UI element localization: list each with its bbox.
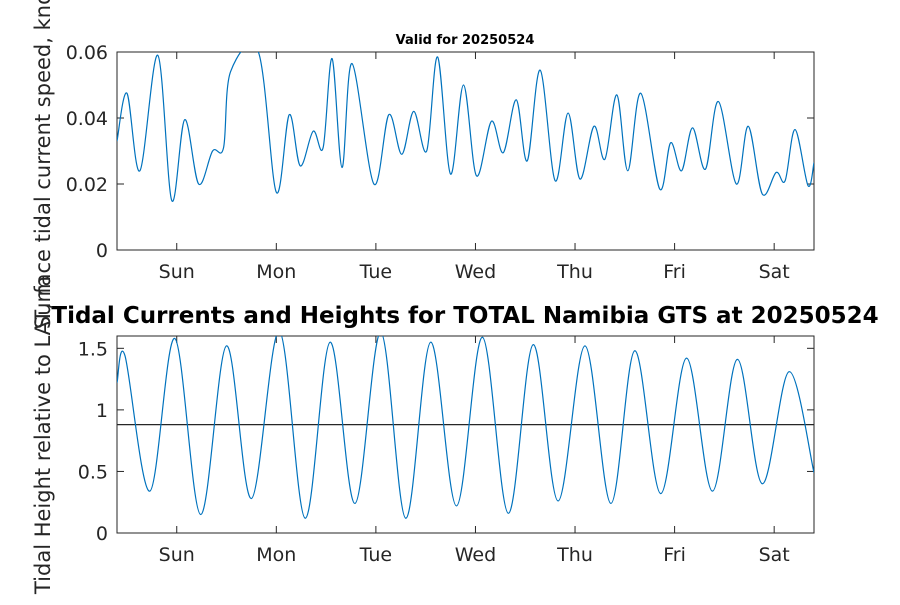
x-axis: Sun Mon Tue Wed Thu Fri Sat — [159, 52, 790, 283]
y-tick-label: 1.5 — [78, 338, 108, 360]
y-axis-label: Tidal Height relative to LAT, m — [31, 276, 55, 595]
y-tick-label: 0.5 — [78, 461, 108, 483]
x-tick-label: Thu — [556, 544, 593, 566]
x-tick-label: Sun — [159, 544, 195, 566]
y-axis: 0 0.5 1 1.5 — [78, 338, 814, 545]
x-tick-label: Tue — [359, 261, 392, 283]
x-tick-label: Wed — [455, 261, 496, 283]
x-tick-label: Thu — [556, 261, 593, 283]
x-tick-label: Sat — [759, 544, 790, 566]
series-group — [117, 336, 814, 519]
series-line — [117, 52, 814, 202]
plot-area — [116, 51, 815, 251]
y-axis-label: Surface tidal current speed, knots — [31, 0, 55, 329]
y-tick-label: 0.06 — [66, 42, 108, 64]
x-tick-label: Mon — [256, 544, 296, 566]
y-tick-label: 0 — [96, 523, 108, 545]
y-tick-label: 0 — [96, 240, 108, 262]
y-tick-label: 1 — [96, 400, 108, 422]
x-axis: Sun Mon Tue Wed Thu Fri Sat — [159, 336, 790, 566]
x-tick-label: Tue — [359, 544, 392, 566]
chart-title: Valid for 20250524 — [396, 33, 535, 48]
x-tick-label: Wed — [455, 544, 496, 566]
x-tick-label: Sun — [159, 261, 195, 283]
chart-title: Tidal Currents and Heights for TOTAL Nam… — [51, 303, 878, 329]
x-tick-label: Mon — [256, 261, 296, 283]
tidal-height-panel: Tidal Currents and Heights for TOTAL Nam… — [31, 276, 879, 595]
current-speed-panel: Valid for 20250524 Surface tidal current… — [31, 0, 815, 329]
series-line — [117, 336, 814, 519]
x-tick-label: Fri — [663, 261, 686, 283]
y-tick-label: 0.04 — [66, 108, 108, 130]
x-tick-label: Sat — [759, 261, 790, 283]
y-tick-label: 0.02 — [66, 174, 108, 196]
series-group — [117, 52, 814, 202]
x-tick-label: Fri — [663, 544, 686, 566]
